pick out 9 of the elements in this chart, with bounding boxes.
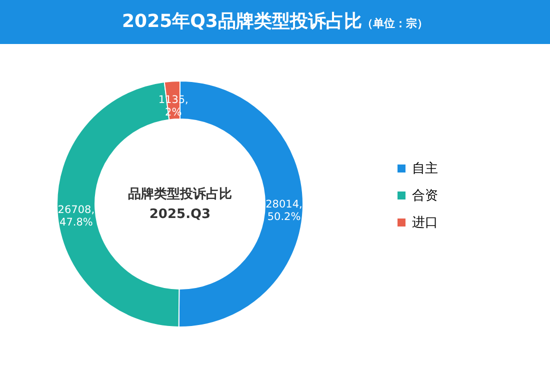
text: 2025.Q3 <box>149 207 211 222</box>
legend-label: 合资 <box>412 188 438 204</box>
data-label: 28014, 50.2% <box>266 198 302 223</box>
chart-title: 2025年Q3品牌类型投诉占比 <box>122 11 362 32</box>
chart-subtitle: （单位：宗） <box>362 17 428 30</box>
legend-label: 自主 <box>412 160 438 176</box>
text: 品牌类型投诉占比 <box>128 186 232 202</box>
data-label: 26708, 47.8% <box>58 204 95 229</box>
legend-label: 进口 <box>412 216 438 230</box>
